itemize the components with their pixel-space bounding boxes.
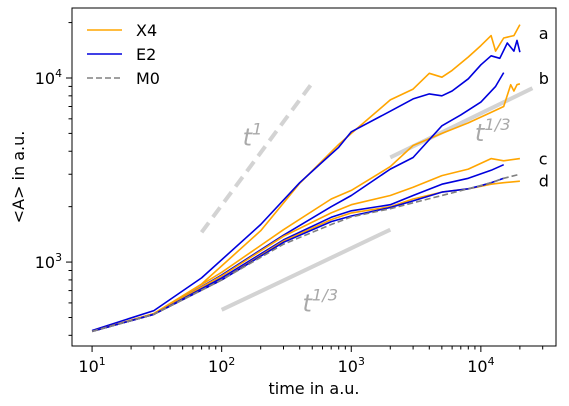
curve-end-label: b	[539, 69, 549, 88]
x-tick-label-exponent: 2	[228, 355, 235, 368]
legend-label: E2	[136, 45, 156, 64]
x-tick-label: 103	[338, 355, 365, 376]
series-layer	[91, 24, 521, 333]
guide-slope-label-exponent: 1/3	[484, 115, 510, 134]
x-tick-label: 101	[78, 355, 105, 376]
series-line-1	[91, 24, 521, 333]
x-tick-label-exponent: 4	[488, 355, 495, 368]
y-axis-label: <A> in a.u.	[9, 131, 28, 224]
guide-slope-label-base: t	[475, 119, 486, 147]
legend: X4 E2 M0	[87, 21, 160, 88]
y-tick-label-base: 10	[35, 253, 55, 272]
guide-line-1	[199, 81, 314, 234]
y-tick-label: 104	[35, 67, 62, 88]
series-line-9	[91, 173, 521, 333]
y-tick-label-exponent: 3	[55, 251, 62, 264]
curve-end-label: d	[539, 171, 549, 190]
series-line-2	[91, 39, 521, 332]
x-tick-label-exponent: 1	[99, 355, 106, 368]
x-tick-label-base: 10	[338, 357, 358, 376]
x-tick-label-base: 10	[78, 357, 98, 376]
x-axis-label: time in a.u.	[268, 379, 359, 398]
series-line-3	[91, 83, 521, 333]
guide-line-2	[220, 227, 392, 312]
guide-slope-label-base: t	[302, 289, 313, 317]
x-tick-label: 102	[208, 355, 235, 376]
guide-slope-label-exponent: 1	[252, 120, 262, 139]
plot-frame	[71, 7, 557, 347]
legend-label: M0	[136, 69, 160, 88]
x-tick-label-exponent: 3	[358, 355, 365, 368]
x-tick-label-base: 10	[208, 357, 228, 376]
y-tick-label-exponent: 4	[55, 67, 62, 80]
guide-slope-label: t1	[243, 120, 263, 152]
curve-end-label: c	[539, 150, 548, 169]
guide-slope-label: t1/3	[302, 286, 338, 318]
y-tick-label-base: 10	[35, 69, 55, 88]
guide-slope-label-exponent: 1/3	[312, 286, 338, 305]
curve-end-label: a	[539, 24, 549, 43]
x-tick-label-base: 10	[467, 357, 487, 376]
y-tick-label: 103	[35, 251, 62, 272]
series-line-5	[91, 157, 521, 333]
series-line-6	[91, 163, 505, 333]
guide-slope-label: t1/3	[475, 115, 511, 147]
guide-slope-label-base: t	[243, 123, 254, 151]
x-tick-label: 104	[467, 355, 494, 376]
legend-label: X4	[136, 21, 157, 40]
